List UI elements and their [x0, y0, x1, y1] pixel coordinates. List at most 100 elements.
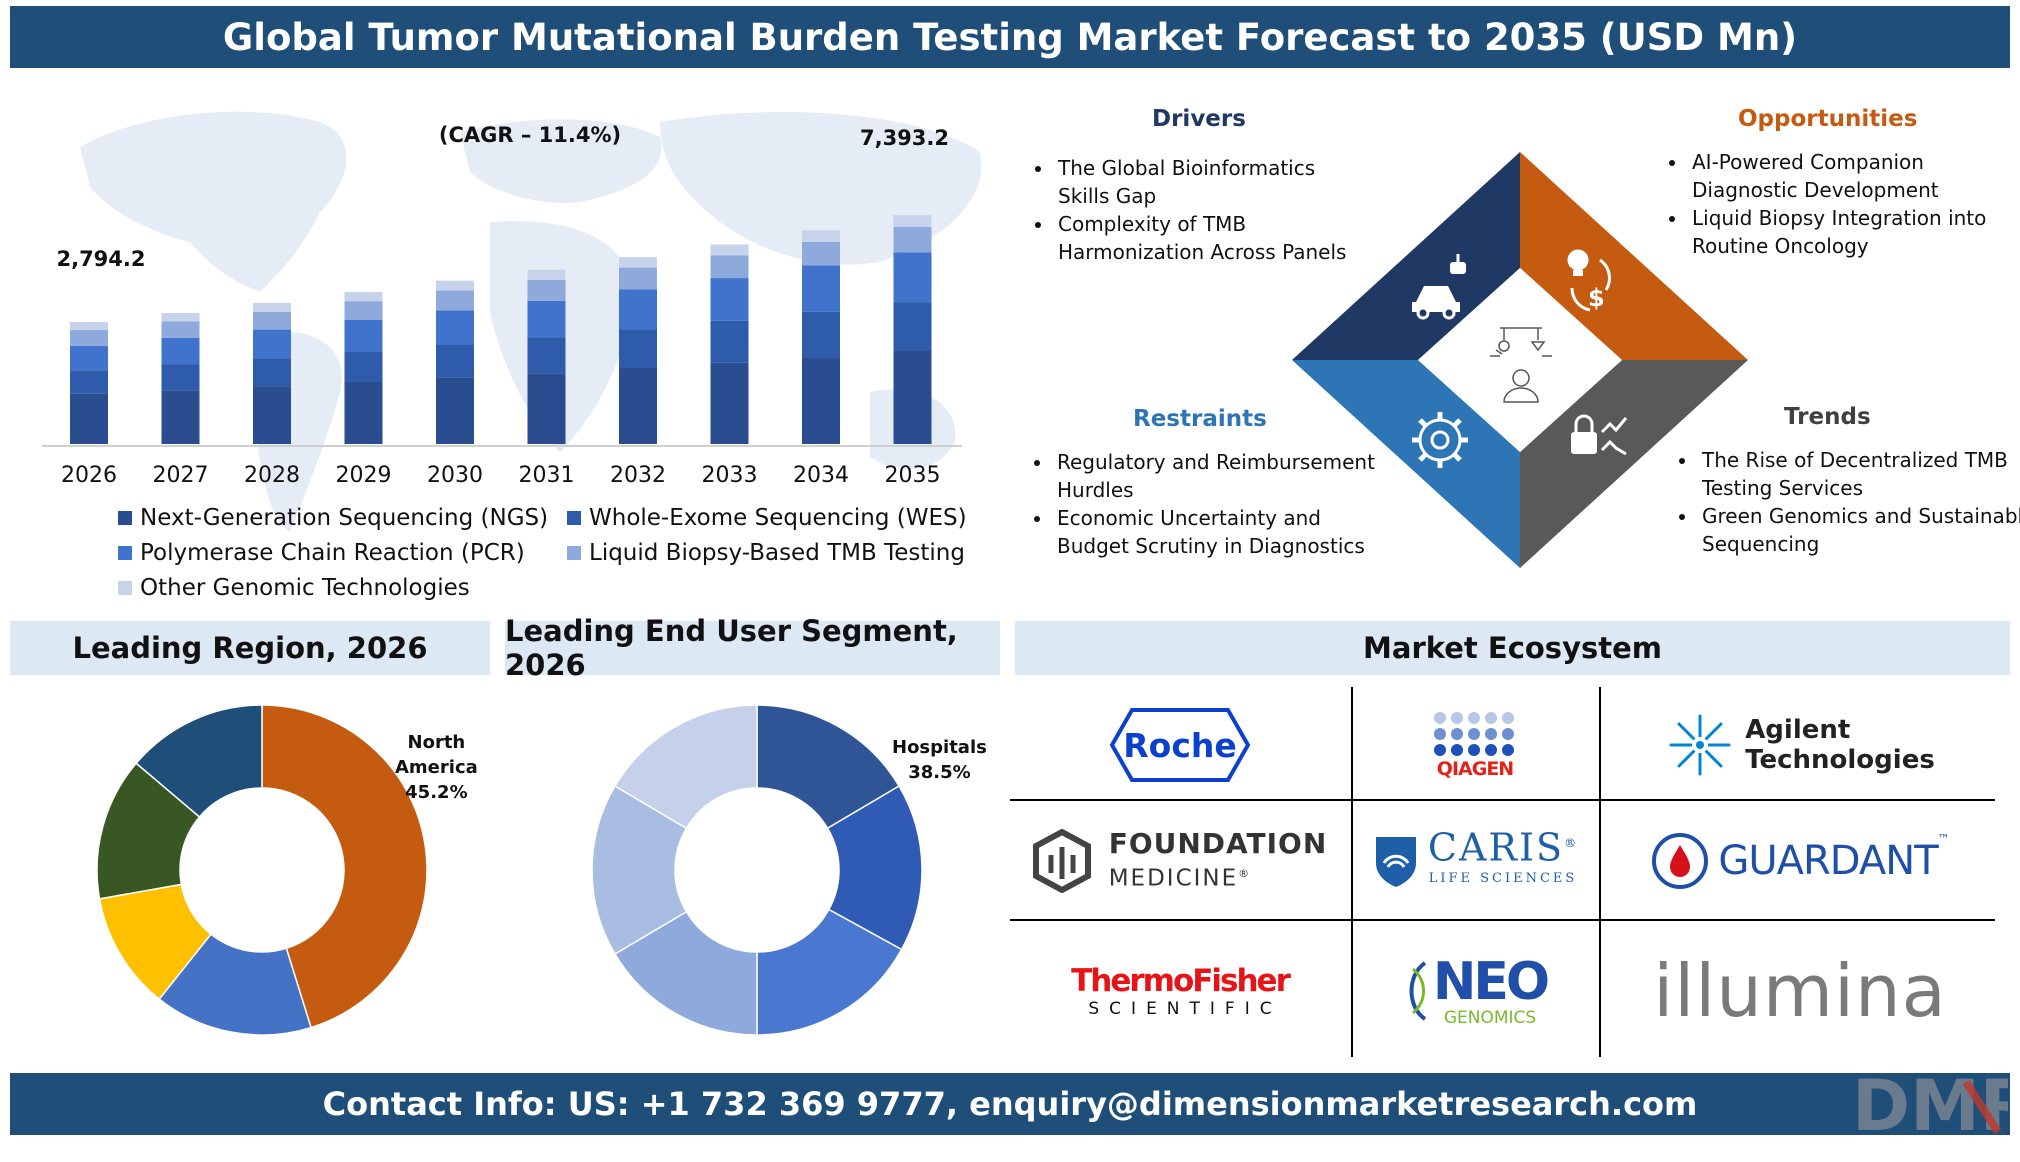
trends-heading: Trends — [1784, 404, 1871, 430]
bar-2035-liquid-biopsy-based-tmb-testing — [893, 226, 932, 253]
region-callout-label: North — [407, 732, 466, 753]
list-item: Economic Uncertainty and Budget Scrutiny… — [1053, 504, 1383, 560]
registered-mark: ® — [1564, 835, 1579, 850]
bar-2033-polymerase-chain-reaction-pcr — [710, 278, 749, 321]
region-slice-1 — [261, 704, 428, 1029]
list-item: AI-Powered Companion Diagnostic Developm… — [1688, 148, 2020, 204]
list-item: The Rise of Decentralized TMB Testing Se… — [1698, 446, 2020, 502]
thermofisher-wordmark: SCIENTIFIC — [1088, 999, 1282, 1019]
end-user-callout-label: Hospitals — [892, 737, 987, 758]
legend-item-pcr: Polymerase Chain Reaction (PCR) — [118, 540, 525, 566]
bar-total-label: 2,794.2 — [56, 247, 145, 271]
restraints-list: Regulatory and Reimbursement Hurdles Eco… — [1021, 448, 1383, 560]
restraints-heading: Restraints — [1133, 406, 1267, 432]
caris-logo: CARIS® LIFE SCIENCES — [1352, 802, 1598, 920]
list-item: The Global Bioinformatics Skills Gap — [1054, 154, 1354, 210]
gear-cog-icon — [1412, 412, 1468, 468]
opportunities-heading: Opportunities — [1738, 106, 1918, 132]
restraints-quadrant — [1292, 360, 1520, 568]
ecosystem-grid — [1010, 687, 1995, 1057]
bar-2035-next-generation-sequencing-ngs — [893, 350, 932, 444]
leading-region-donut — [96, 704, 428, 1036]
bar-2027-liquid-biopsy-based-tmb-testing — [161, 321, 200, 338]
qiagen-dots-icon — [1434, 712, 1514, 756]
illumina-logo: illumina — [1600, 922, 2000, 1060]
lock-chart-icon — [1571, 414, 1628, 456]
bar-2027-other-genomic-technologies — [161, 313, 200, 322]
bar-2026-other-genomic-technologies — [70, 321, 108, 330]
bar-2031-liquid-biopsy-based-tmb-testing — [527, 279, 566, 301]
x-tick-label: 2035 — [885, 463, 941, 488]
bar-2029-whole-exome-sequencing-wes — [344, 351, 383, 382]
end-user-slice-5 — [591, 784, 688, 956]
bar-2031-next-generation-sequencing-ngs — [527, 373, 566, 444]
agilent-spark-icon — [1669, 714, 1731, 776]
x-tick-label: 2026 — [61, 463, 117, 488]
bar-2032-whole-exome-sequencing-wes — [619, 329, 657, 369]
legend-swatch — [567, 511, 581, 525]
bar-2034-other-genomic-technologies — [802, 230, 840, 242]
market-bar-chart: 2026 2027 2028 2029 2030 2031 2032 2033 2034 2035… — [42, 123, 962, 488]
foundation-medicine-logo: FOUNDATION MEDICINE® — [1010, 802, 1350, 920]
x-tick-label: 2029 — [336, 463, 392, 488]
bar-2030-other-genomic-technologies — [436, 280, 474, 291]
page-title: Global Tumor Mutational Burden Testing M… — [222, 15, 1798, 59]
bar-2026-liquid-biopsy-based-tmb-testing — [70, 329, 108, 346]
robot-car-icon — [1412, 254, 1466, 320]
list-item: Green Genomics and Sustainable Sequencin… — [1698, 502, 2020, 558]
bar-2030-whole-exome-sequencing-wes — [436, 344, 474, 378]
bar-2030-liquid-biopsy-based-tmb-testing — [436, 290, 474, 311]
trademark: ™ — [1937, 832, 1950, 846]
neogenomics-logo: NEO GENOMICS — [1352, 922, 1598, 1060]
agilent-logo: Agilent Technologies — [1600, 690, 2000, 800]
region-callout-value: 45.2% — [405, 782, 468, 803]
x-tick-label: 2034 — [793, 463, 849, 488]
bar-2035-whole-exome-sequencing-wes — [893, 302, 932, 351]
bar-2033-other-genomic-technologies — [710, 244, 749, 256]
x-tick-label: 2028 — [244, 463, 300, 488]
legend-swatch — [118, 511, 132, 525]
foundation-wordmark: MEDICINE — [1108, 865, 1239, 892]
bar-2031-polymerase-chain-reaction-pcr — [527, 300, 566, 338]
bar-2034-polymerase-chain-reaction-pcr — [802, 265, 840, 312]
guardant-logo: GUARDANT ™ — [1600, 802, 2000, 920]
drivers-heading: Drivers — [1152, 106, 1246, 132]
bar-2035-polymerase-chain-reaction-pcr — [893, 252, 932, 303]
footer-banner: Contact Info: US: +1 732 369 9777, enqui… — [10, 1073, 2010, 1135]
x-tick-label: 2033 — [702, 463, 758, 488]
qiagen-logo: QIAGEN — [1352, 690, 1598, 800]
legend-swatch — [118, 581, 132, 595]
bar-2032-other-genomic-technologies — [619, 257, 657, 268]
bar-2029-other-genomic-technologies — [344, 291, 383, 302]
diamond-center — [1418, 268, 1622, 452]
region-callout-label: America — [395, 757, 478, 778]
drivers-list: The Global Bioinformatics Skills Gap Com… — [1022, 154, 1354, 266]
cagr-annotation: (CAGR – 11.4%) — [439, 123, 621, 147]
bar-2028-other-genomic-technologies — [253, 302, 291, 312]
bar-2033-next-generation-sequencing-ngs — [710, 362, 749, 444]
region-callout: North America 45.2% — [395, 730, 478, 805]
legend-swatch — [567, 546, 581, 560]
bar-2028-next-generation-sequencing-ngs — [253, 386, 291, 444]
x-tick-label: 2031 — [519, 463, 575, 488]
roche-logo: Roche — [1010, 690, 1350, 800]
bar-2026-whole-exome-sequencing-wes — [70, 370, 108, 394]
legend-item-ngs: Next-Generation Sequencing (NGS) — [118, 505, 548, 531]
list-item: Complexity of TMB Harmonization Across P… — [1054, 210, 1354, 266]
bar-2029-liquid-biopsy-based-tmb-testing — [344, 301, 383, 320]
bar-2030-next-generation-sequencing-ngs — [436, 377, 474, 444]
bar-2031-other-genomic-technologies — [527, 269, 566, 280]
legend-item-other: Other Genomic Technologies — [118, 575, 470, 601]
bar-2028-liquid-biopsy-based-tmb-testing — [253, 311, 291, 330]
bar-2034-next-generation-sequencing-ngs — [802, 357, 840, 444]
bar-2032-liquid-biopsy-based-tmb-testing — [619, 267, 657, 290]
leading-end-user-donut — [591, 704, 923, 1036]
dmr-logo: DMR — [1848, 1062, 2020, 1147]
caris-wordmark: CARIS — [1427, 825, 1565, 870]
end-user-callout: Hospitals 38.5% — [892, 735, 987, 785]
legend-item-wes: Whole-Exome Sequencing (WES) — [567, 505, 967, 531]
bar-2034-whole-exome-sequencing-wes — [802, 311, 840, 358]
bar-2026-polymerase-chain-reaction-pcr — [70, 345, 108, 371]
bar-2031-whole-exome-sequencing-wes — [527, 337, 566, 374]
qiagen-wordmark: QIAGEN — [1436, 758, 1514, 780]
